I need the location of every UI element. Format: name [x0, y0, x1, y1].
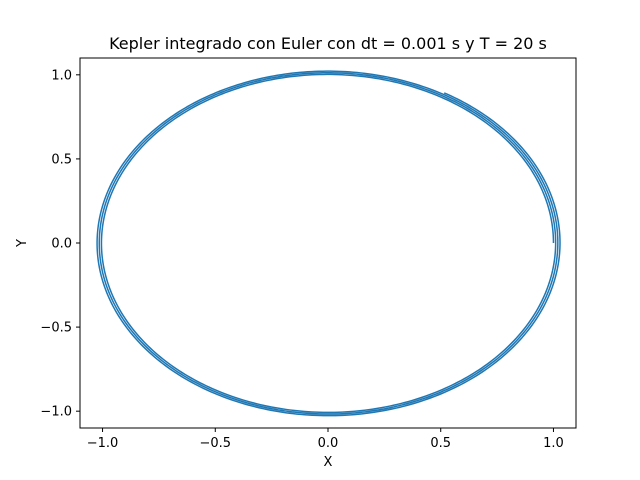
- y-axis-label: Y: [15, 239, 30, 248]
- chart-title: Kepler integrado con Euler con dt = 0.00…: [109, 34, 547, 53]
- x-axis-label: X: [324, 455, 333, 470]
- y-tick-label: 0.0: [51, 237, 72, 252]
- x-tick-label: 0.5: [430, 436, 451, 451]
- plot-area: −1.0 −0.5 0.0 0.5 1.0 −1.0 −0.5 0.0 0.5 1.0: [40, 57, 577, 451]
- y-tick-label: −0.5: [40, 321, 72, 336]
- y-tick-label: 0.5: [51, 152, 72, 167]
- x-tick-label: 0.0: [318, 436, 339, 451]
- y-tick-label: 1.0: [51, 68, 72, 83]
- y-tick-label: −1.0: [40, 405, 72, 420]
- y-ticks: −1.0 −0.5 0.0 0.5 1.0: [40, 68, 80, 420]
- x-ticks: −1.0 −0.5 0.0 0.5 1.0: [87, 428, 564, 451]
- x-tick-label: 1.0: [543, 436, 564, 451]
- series-line-0: [96, 70, 561, 417]
- series-group: [96, 70, 561, 417]
- x-tick-label: −0.5: [199, 436, 231, 451]
- x-tick-label: −1.0: [87, 436, 119, 451]
